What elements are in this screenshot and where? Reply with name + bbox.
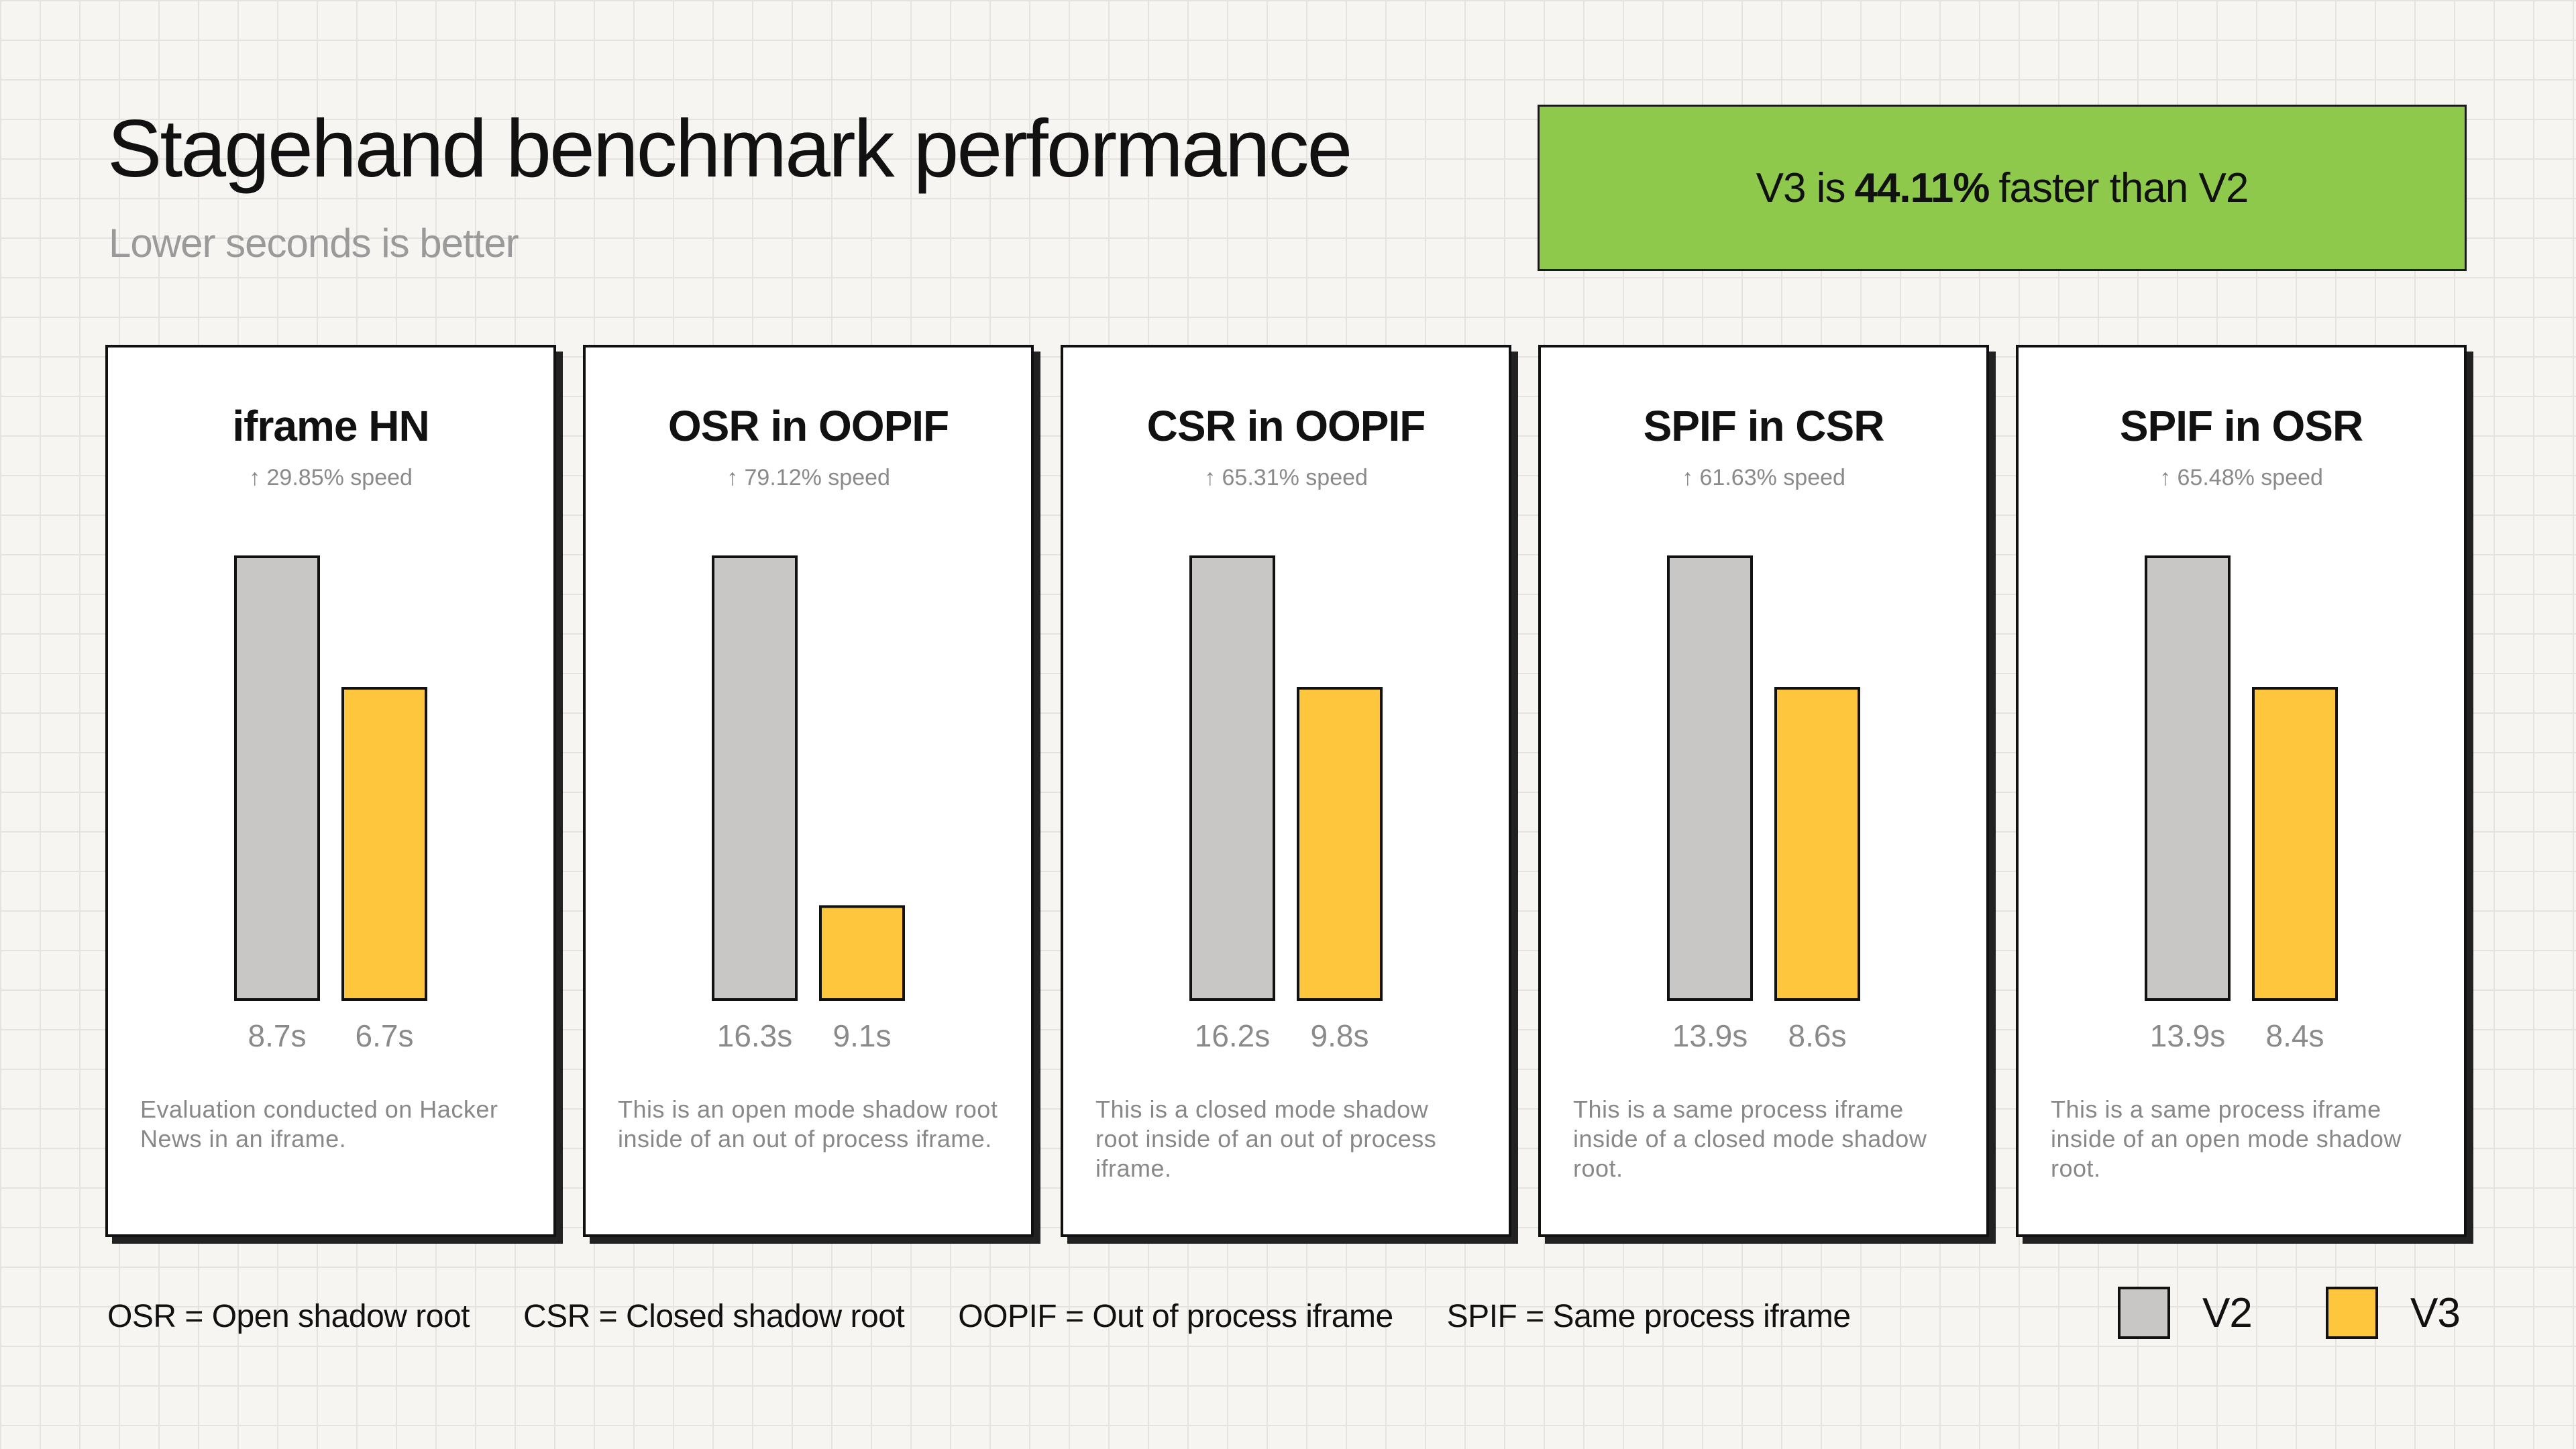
- speed-label: ↑ 65.48% speed: [2159, 465, 2323, 490]
- speed-label: ↑ 65.31% speed: [1204, 465, 1368, 490]
- value-label-v2: 13.9s: [1672, 1018, 1748, 1053]
- bar-v3: [1297, 687, 1383, 1001]
- value-label-v3: 9.8s: [1311, 1018, 1369, 1053]
- legend-swatch-v2: [2118, 1287, 2170, 1339]
- chart-card: iframe HN ↑ 29.85% speed 8.7s 6.7s Evalua…: [105, 345, 556, 1237]
- abbreviation-definitions: OSR = Open shadow root CSR = Closed shad…: [107, 1298, 1904, 1335]
- card-description: This is a closed mode shadow root inside…: [1095, 1095, 1437, 1182]
- value-label-v2: 16.3s: [717, 1018, 793, 1053]
- bar-v2: [1189, 555, 1275, 1001]
- definition-csr: CSR = Closed shadow root: [523, 1299, 905, 1334]
- card-description: This is a same process iframe inside of …: [1573, 1095, 1927, 1182]
- card-title: iframe HN: [232, 402, 429, 450]
- bar-v2: [1667, 555, 1753, 1001]
- bar-v3: [819, 905, 905, 1002]
- banner-highlight: 44.11%: [1854, 164, 1990, 211]
- bar-v2: [234, 555, 320, 1001]
- legend-item-v3: V3: [2326, 1287, 2461, 1339]
- chart-card: SPIF in OSR ↑ 65.48% speed 13.9s 8.4s Thi…: [2016, 345, 2467, 1237]
- page-subtitle: Lower seconds is better: [109, 221, 519, 266]
- bar-chart: 16.3s 9.1s: [712, 555, 905, 1053]
- card-title: CSR in OOPIF: [1146, 402, 1426, 450]
- legend-item-v2: V2: [2118, 1287, 2253, 1339]
- value-label-v2: 16.2s: [1195, 1018, 1271, 1053]
- bar-v3: [1774, 687, 1860, 1001]
- bar-v3: [2252, 687, 2338, 1001]
- speed-label: ↑ 79.12% speed: [727, 465, 890, 490]
- chart-card: CSR in OOPIF ↑ 65.31% speed 16.2s 9.8s Th…: [1061, 345, 1511, 1237]
- definition-oopif: OOPIF = Out of process iframe: [958, 1299, 1393, 1334]
- card-title: OSR in OOPIF: [667, 402, 949, 450]
- summary-banner: V3 is 44.11% faster than V2: [1538, 105, 2467, 271]
- value-label-v3: 8.4s: [2266, 1018, 2324, 1053]
- value-label-v3: 6.7s: [356, 1018, 414, 1053]
- card-description: This is a same process iframe inside of …: [2051, 1095, 2402, 1182]
- card-description: Evaluation conducted on Hacker News in a…: [140, 1095, 498, 1152]
- value-label-v2: 13.9s: [2150, 1018, 2226, 1053]
- speed-label: ↑ 61.63% speed: [1682, 465, 1845, 490]
- bar-v2: [2145, 555, 2231, 1001]
- value-label-v2: 8.7s: [248, 1018, 307, 1053]
- banner-prefix: V3 is: [1756, 164, 1846, 211]
- legend-swatch-v3: [2326, 1287, 2378, 1339]
- definition-osr: OSR = Open shadow root: [107, 1299, 470, 1334]
- bar-v3: [341, 687, 427, 1001]
- definition-spif: SPIF = Same process iframe: [1446, 1299, 1851, 1334]
- bar-chart: 16.2s 9.8s: [1189, 555, 1383, 1053]
- bar-chart: 13.9s 8.6s: [1667, 555, 1860, 1053]
- page-title: Stagehand benchmark performance: [107, 103, 1352, 194]
- card-description: This is an open mode shadow root inside …: [618, 1095, 998, 1152]
- value-label-v3: 9.1s: [833, 1018, 892, 1053]
- speed-label: ↑ 29.85% speed: [249, 465, 413, 490]
- bar-chart: 8.7s 6.7s: [234, 555, 427, 1053]
- bar-chart: 13.9s 8.4s: [2145, 555, 2338, 1053]
- card-title: SPIF in CSR: [1643, 402, 1885, 450]
- legend-label-v3: V3: [2410, 1289, 2461, 1336]
- chart-card: SPIF in CSR ↑ 61.63% speed 13.9s 8.6s Thi…: [1538, 345, 1989, 1237]
- bar-v2: [712, 555, 798, 1001]
- value-label-v3: 8.6s: [1788, 1018, 1847, 1053]
- legend-label-v2: V2: [2202, 1289, 2253, 1336]
- card-title: SPIF in OSR: [2119, 402, 2363, 450]
- banner-suffix: faster than V2: [1998, 164, 2249, 211]
- chart-card: OSR in OOPIF ↑ 79.12% speed 16.3s 9.1s Th…: [583, 345, 1034, 1237]
